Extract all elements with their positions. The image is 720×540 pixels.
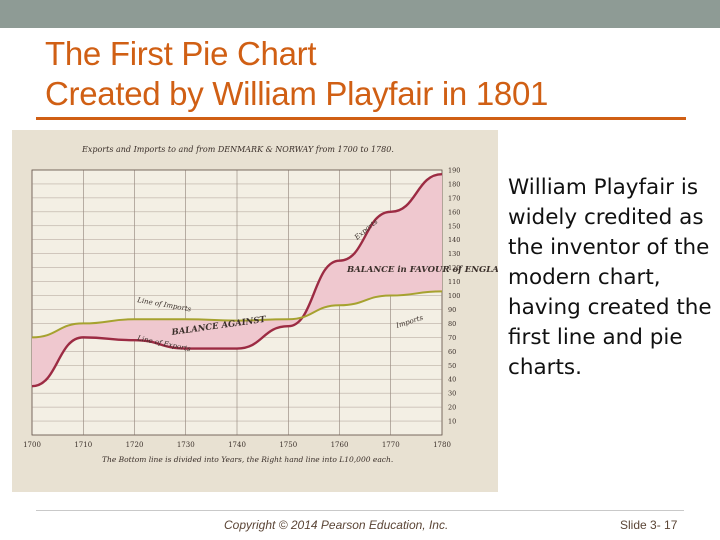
x-tick-label: 1780 bbox=[433, 441, 451, 449]
y-tick-label: 90 bbox=[448, 306, 456, 314]
top-bar bbox=[0, 0, 720, 28]
series-line-imports bbox=[31, 290, 443, 339]
y-tick-label: 160 bbox=[448, 208, 460, 216]
y-tick-label: 140 bbox=[448, 236, 460, 244]
x-tick-label: 1710 bbox=[74, 441, 92, 449]
title-line-1: The First Pie Chart bbox=[45, 35, 317, 72]
chart-grid bbox=[31, 169, 443, 436]
y-tick-label: 170 bbox=[448, 194, 460, 202]
copyright-notice: Copyright © 2014 Pearson Education, Inc. bbox=[224, 518, 449, 532]
slide-body-text: William Playfair is widely credited as t… bbox=[508, 175, 712, 380]
y-tick-label: 150 bbox=[448, 222, 460, 230]
y-tick-label: 20 bbox=[448, 404, 456, 412]
y-tick-label: 120 bbox=[448, 264, 460, 272]
chart-footnote: The Bottom line is divided into Years, t… bbox=[102, 455, 393, 464]
balance-against-area bbox=[32, 174, 442, 387]
playfair-chart: 1700 1710 1720 1730 1740 1750 1760 1770 1780 10 20… bbox=[12, 130, 498, 492]
x-tick-label: 1740 bbox=[228, 441, 246, 449]
x-tick-label: 1750 bbox=[279, 441, 297, 449]
y-tick-label: 100 bbox=[448, 292, 460, 300]
x-tick-label: 1770 bbox=[382, 441, 400, 449]
chart-series bbox=[31, 172, 443, 388]
slide-number: Slide 3- 17 bbox=[620, 518, 678, 532]
y-tick-label: 30 bbox=[448, 390, 456, 398]
chart-ticks: 1700 1710 1720 1730 1740 1750 1760 1770 1780 10 20… bbox=[23, 167, 460, 450]
series-line-exports bbox=[31, 172, 443, 388]
playfair-chart-image: 1700 1710 1720 1730 1740 1750 1760 1770 1780 10 20… bbox=[12, 130, 498, 492]
y-tick-label: 50 bbox=[448, 362, 456, 370]
x-tick-label: 1730 bbox=[177, 441, 195, 449]
y-tick-label: 110 bbox=[448, 278, 460, 286]
balance-favour-label: BALANCE in FAVOUR of ENGLAND. bbox=[346, 265, 498, 275]
y-tick-label: 130 bbox=[448, 250, 460, 258]
footer-divider bbox=[36, 510, 684, 511]
y-tick-label: 190 bbox=[448, 167, 460, 175]
y-tick-label: 180 bbox=[448, 180, 460, 188]
x-tick-label: 1760 bbox=[331, 441, 349, 449]
chart-title: Exports and Imports to and from DENMARK … bbox=[81, 145, 394, 154]
y-tick-label: 10 bbox=[448, 418, 456, 426]
x-tick-label: 1720 bbox=[126, 441, 144, 449]
y-tick-label: 40 bbox=[448, 376, 456, 384]
slide-title: The First Pie Chart Created by William P… bbox=[45, 34, 705, 114]
title-underline bbox=[36, 117, 686, 120]
title-line-2: Created by William Playfair in 1801 bbox=[45, 75, 549, 112]
y-tick-label: 70 bbox=[448, 334, 456, 342]
x-tick-label: 1700 bbox=[23, 441, 41, 449]
y-tick-label: 60 bbox=[448, 348, 456, 356]
y-tick-label: 80 bbox=[448, 320, 456, 328]
